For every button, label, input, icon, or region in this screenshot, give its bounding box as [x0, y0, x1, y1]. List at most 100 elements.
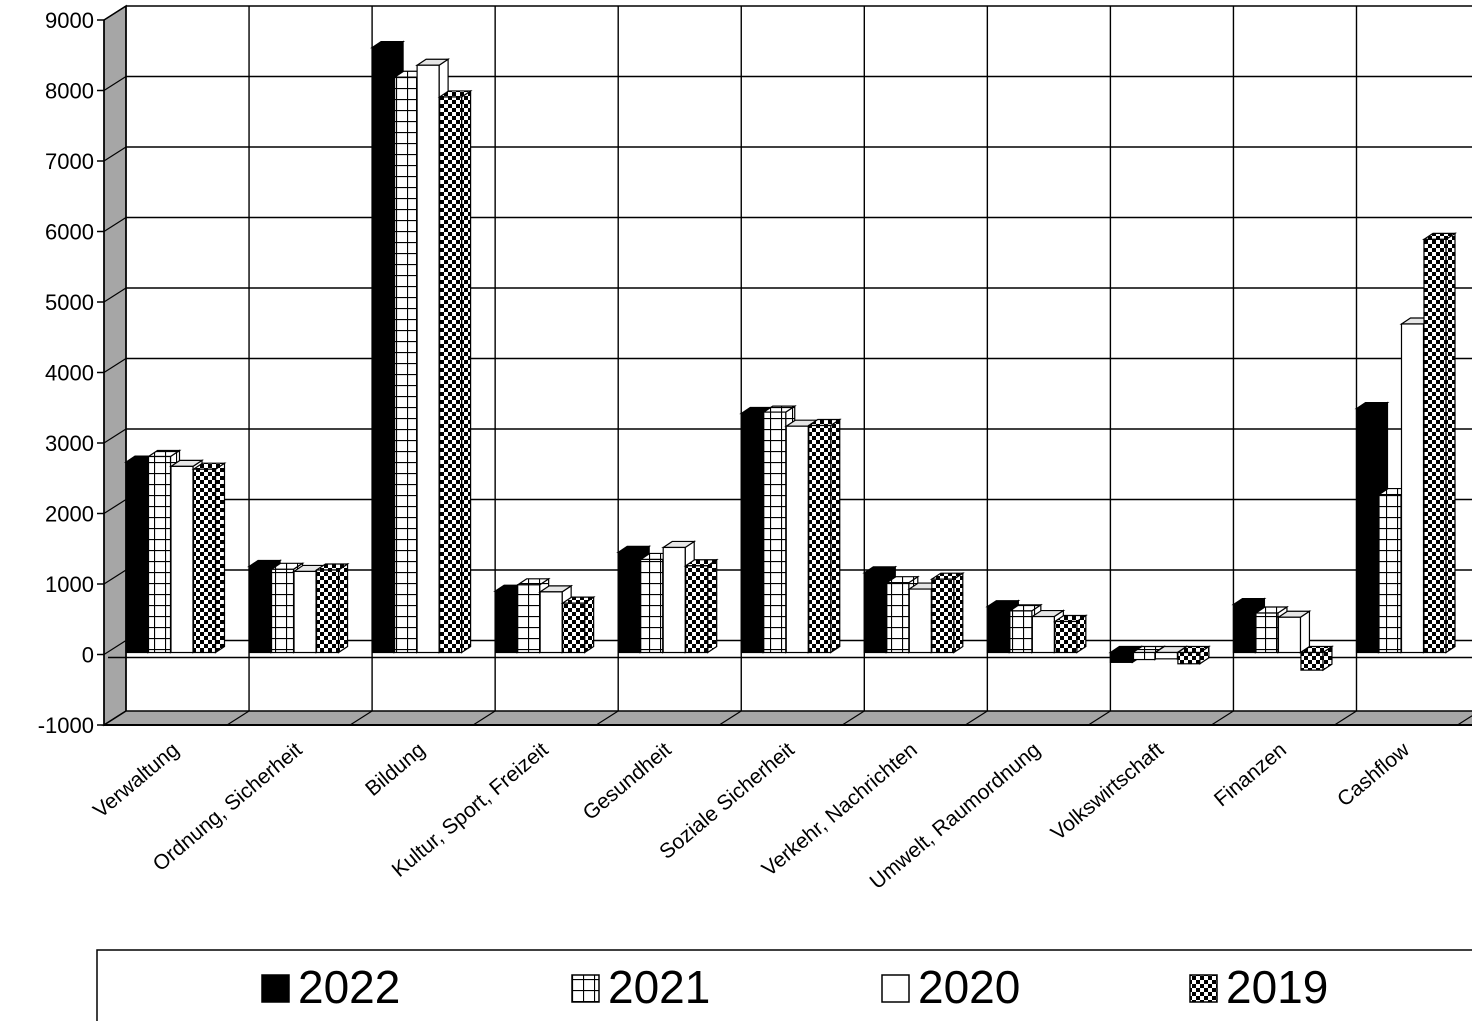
wall-gridline — [103, 639, 127, 656]
bar-front — [1423, 238, 1447, 654]
bar-front — [416, 64, 440, 654]
bar-2019-1 — [314, 562, 350, 654]
legend-box — [96, 949, 1472, 1021]
bar-2019-8 — [1175, 645, 1211, 665]
category-label: Bildung — [361, 738, 429, 801]
bar-front — [393, 76, 418, 654]
bar-side — [953, 572, 964, 654]
legend-swatch-2021 — [571, 974, 600, 1003]
bar-front — [539, 591, 563, 654]
bar-front — [1400, 323, 1425, 654]
bar-2019-3 — [560, 596, 596, 654]
bar-side — [1445, 232, 1456, 654]
wall-gridline — [103, 428, 127, 444]
floor-divider — [349, 710, 373, 726]
bar-side — [830, 418, 841, 654]
floor-divider — [226, 710, 250, 726]
bar-front — [1378, 493, 1402, 654]
category-label: Soziale Sicherheit — [655, 738, 799, 864]
y-tick-label: 3000 — [45, 431, 94, 456]
bars — [124, 40, 1457, 672]
bar-front — [371, 47, 395, 654]
y-tick-label: 4000 — [45, 361, 94, 386]
category-label: Verwaltung — [89, 738, 183, 822]
floor-divider — [472, 710, 496, 726]
bar-front — [1009, 610, 1033, 654]
bar-2019-2 — [437, 89, 473, 654]
bar-side — [584, 596, 595, 654]
bar-side — [460, 89, 472, 654]
legend-label-2022: 2022 — [298, 961, 400, 1013]
wall-gridline — [103, 146, 127, 162]
floor-divider — [718, 710, 742, 726]
bar-side — [707, 558, 718, 654]
bar-front — [863, 572, 887, 654]
y-tick-label: 0 — [82, 643, 94, 668]
legend-label-2020: 2020 — [918, 961, 1020, 1013]
bar-2020-9 — [1276, 610, 1312, 654]
bar-2019-5 — [806, 418, 842, 654]
y-tick-label: 6000 — [45, 220, 94, 245]
wall-gridline — [103, 287, 127, 303]
legend-label-2019: 2019 — [1226, 961, 1328, 1013]
wall-gridline — [103, 357, 127, 374]
bar-2019-9 — [1298, 645, 1334, 672]
y-tick-label: 9000 — [45, 8, 94, 33]
y-tick-label: 8000 — [45, 79, 94, 104]
wall-gridline — [103, 75, 127, 92]
bar-front — [1255, 612, 1279, 654]
floor-divider — [965, 710, 988, 726]
bar-front — [1232, 603, 1257, 654]
floor — [101, 710, 1472, 726]
bar-front — [740, 412, 764, 654]
bar-front — [494, 590, 518, 654]
bar-front — [808, 424, 832, 654]
bar-front — [293, 570, 317, 654]
wall-gridline — [103, 5, 127, 21]
bar-front — [1177, 651, 1201, 665]
bar-front — [517, 584, 541, 654]
bar-front — [1154, 651, 1178, 660]
bar-front — [1132, 651, 1156, 661]
bar-front — [685, 565, 709, 654]
bar-front — [270, 568, 295, 654]
y-axis: -1000 0 1000 2000 3000 4000 5000 6000 7000 8000 90… — [38, 8, 105, 738]
floor-divider — [841, 710, 865, 726]
y-tick-label: 1000 — [45, 572, 94, 597]
bar-2019-7 — [1052, 614, 1088, 654]
floor-divider — [1334, 710, 1357, 726]
bar-front — [248, 565, 272, 654]
bar-2019-0 — [191, 462, 227, 654]
wall-gridline — [103, 498, 127, 515]
bar-front — [1054, 620, 1078, 654]
legend-swatch-2020 — [881, 974, 910, 1003]
bar-front — [192, 468, 217, 654]
bar-front — [1109, 651, 1133, 663]
bar-front — [640, 558, 664, 654]
bar-front — [562, 602, 586, 654]
floor-divider — [1457, 715, 1472, 726]
legend-swatch-2022 — [261, 974, 290, 1003]
category-label: Cashflow — [1333, 738, 1415, 812]
bar-front — [125, 461, 149, 654]
bar-front — [986, 606, 1010, 654]
bar-side — [1299, 610, 1311, 654]
bar-front — [617, 551, 641, 654]
floor-divider — [1088, 710, 1111, 726]
category-label: Finanzen — [1210, 738, 1291, 811]
bar-front — [908, 588, 932, 654]
y-tick-label: 7000 — [45, 149, 94, 174]
y-tick-label: 5000 — [45, 290, 94, 315]
bar-front — [1277, 616, 1302, 654]
chart-walls — [101, 4, 1472, 727]
bar-2019-4 — [683, 558, 719, 654]
bar-side — [214, 462, 226, 654]
y-tick-label: 2000 — [45, 502, 94, 527]
bar-front — [1031, 615, 1055, 654]
legend: 2022 2021 2020 2019 — [96, 949, 1472, 1021]
wall-gridline — [103, 569, 127, 585]
bar-front — [315, 569, 340, 654]
bar-side — [337, 562, 349, 654]
